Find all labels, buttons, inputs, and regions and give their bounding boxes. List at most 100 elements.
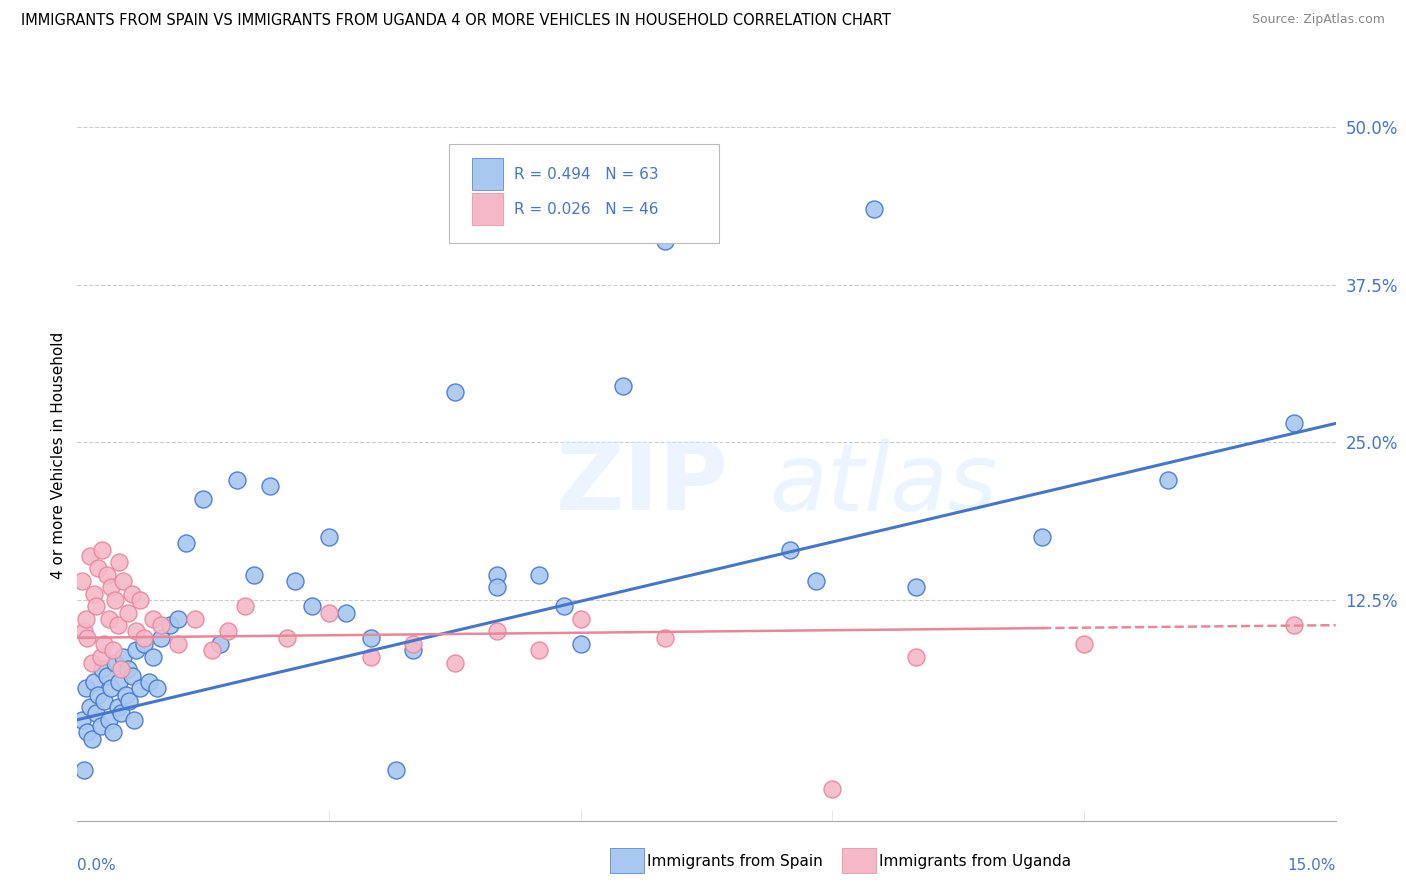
Point — [110, 662, 132, 676]
Text: 0.0%: 0.0% — [77, 858, 117, 873]
Point — [98, 612, 121, 626]
Point — [905, 649, 928, 664]
Point — [84, 706, 107, 721]
Text: R = 0.494   N = 63: R = 0.494 N = 63 — [515, 167, 658, 182]
Point — [150, 631, 173, 645]
Point — [176, 536, 198, 550]
Point — [612, 378, 634, 392]
Point — [96, 567, 118, 582]
Point — [360, 631, 382, 645]
Point — [101, 725, 124, 739]
Point — [98, 713, 121, 727]
Point — [402, 637, 425, 651]
Point — [117, 606, 139, 620]
Point — [134, 631, 156, 645]
Point — [70, 574, 93, 588]
Point — [485, 567, 508, 582]
Point — [124, 713, 146, 727]
Point — [115, 688, 138, 702]
Point — [83, 587, 105, 601]
Point — [118, 694, 141, 708]
Point — [79, 700, 101, 714]
FancyBboxPatch shape — [449, 144, 718, 243]
Point — [1031, 530, 1053, 544]
Point — [93, 694, 115, 708]
Point — [863, 202, 886, 216]
Point — [87, 688, 110, 702]
Point — [91, 662, 114, 676]
Point — [1282, 417, 1305, 431]
Point — [779, 542, 801, 557]
Point — [225, 473, 247, 487]
Point — [104, 593, 127, 607]
Point — [87, 561, 110, 575]
Point — [129, 681, 152, 696]
Point — [485, 580, 508, 594]
Point — [129, 593, 152, 607]
Point — [112, 649, 135, 664]
Point — [76, 631, 98, 645]
Point — [385, 763, 408, 777]
Point — [107, 618, 129, 632]
Point — [191, 491, 215, 506]
Text: IMMIGRANTS FROM SPAIN VS IMMIGRANTS FROM UGANDA 4 OR MORE VEHICLES IN HOUSEHOLD : IMMIGRANTS FROM SPAIN VS IMMIGRANTS FROM… — [21, 13, 891, 29]
Point — [82, 656, 104, 670]
Point — [654, 631, 676, 645]
Point — [125, 643, 148, 657]
Point — [527, 643, 550, 657]
Point — [485, 624, 508, 639]
Point — [402, 643, 425, 657]
Point — [138, 674, 160, 689]
FancyBboxPatch shape — [472, 158, 503, 190]
Point — [76, 725, 98, 739]
Point — [91, 542, 114, 557]
Point — [1282, 618, 1305, 632]
Point — [70, 713, 93, 727]
Point — [569, 637, 592, 651]
Text: ZIP: ZIP — [555, 438, 728, 530]
Point — [107, 700, 129, 714]
Point — [318, 530, 340, 544]
Point — [90, 649, 112, 664]
Point — [93, 637, 115, 651]
Point — [821, 782, 844, 797]
Point — [112, 574, 135, 588]
Point — [83, 674, 105, 689]
Point — [905, 580, 928, 594]
Point — [146, 681, 169, 696]
Point — [217, 624, 239, 639]
Point — [100, 580, 122, 594]
Point — [90, 719, 112, 733]
Point — [233, 599, 256, 614]
FancyBboxPatch shape — [472, 193, 503, 226]
Point — [82, 731, 104, 746]
Point — [101, 643, 124, 657]
Text: Immigrants from Uganda: Immigrants from Uganda — [879, 855, 1071, 869]
Text: atlas: atlas — [769, 439, 998, 530]
Point — [208, 637, 231, 651]
Point — [242, 567, 264, 582]
Point — [121, 668, 143, 682]
Point — [96, 668, 118, 682]
Point — [121, 587, 143, 601]
Point — [654, 234, 676, 248]
Point — [318, 606, 340, 620]
Text: Immigrants from Spain: Immigrants from Spain — [647, 855, 823, 869]
Point — [276, 631, 298, 645]
Point — [100, 681, 122, 696]
Point — [142, 649, 165, 664]
Point — [108, 674, 131, 689]
Y-axis label: 4 or more Vehicles in Household: 4 or more Vehicles in Household — [51, 331, 66, 579]
Point — [108, 555, 131, 569]
Point — [150, 618, 173, 632]
Point — [360, 649, 382, 664]
Point — [75, 612, 97, 626]
Point — [804, 574, 827, 588]
Point — [569, 612, 592, 626]
Point — [1157, 473, 1180, 487]
Point — [73, 763, 96, 777]
Point — [335, 606, 357, 620]
Point — [167, 612, 190, 626]
Point — [117, 662, 139, 676]
Text: R = 0.026   N = 46: R = 0.026 N = 46 — [515, 202, 658, 217]
